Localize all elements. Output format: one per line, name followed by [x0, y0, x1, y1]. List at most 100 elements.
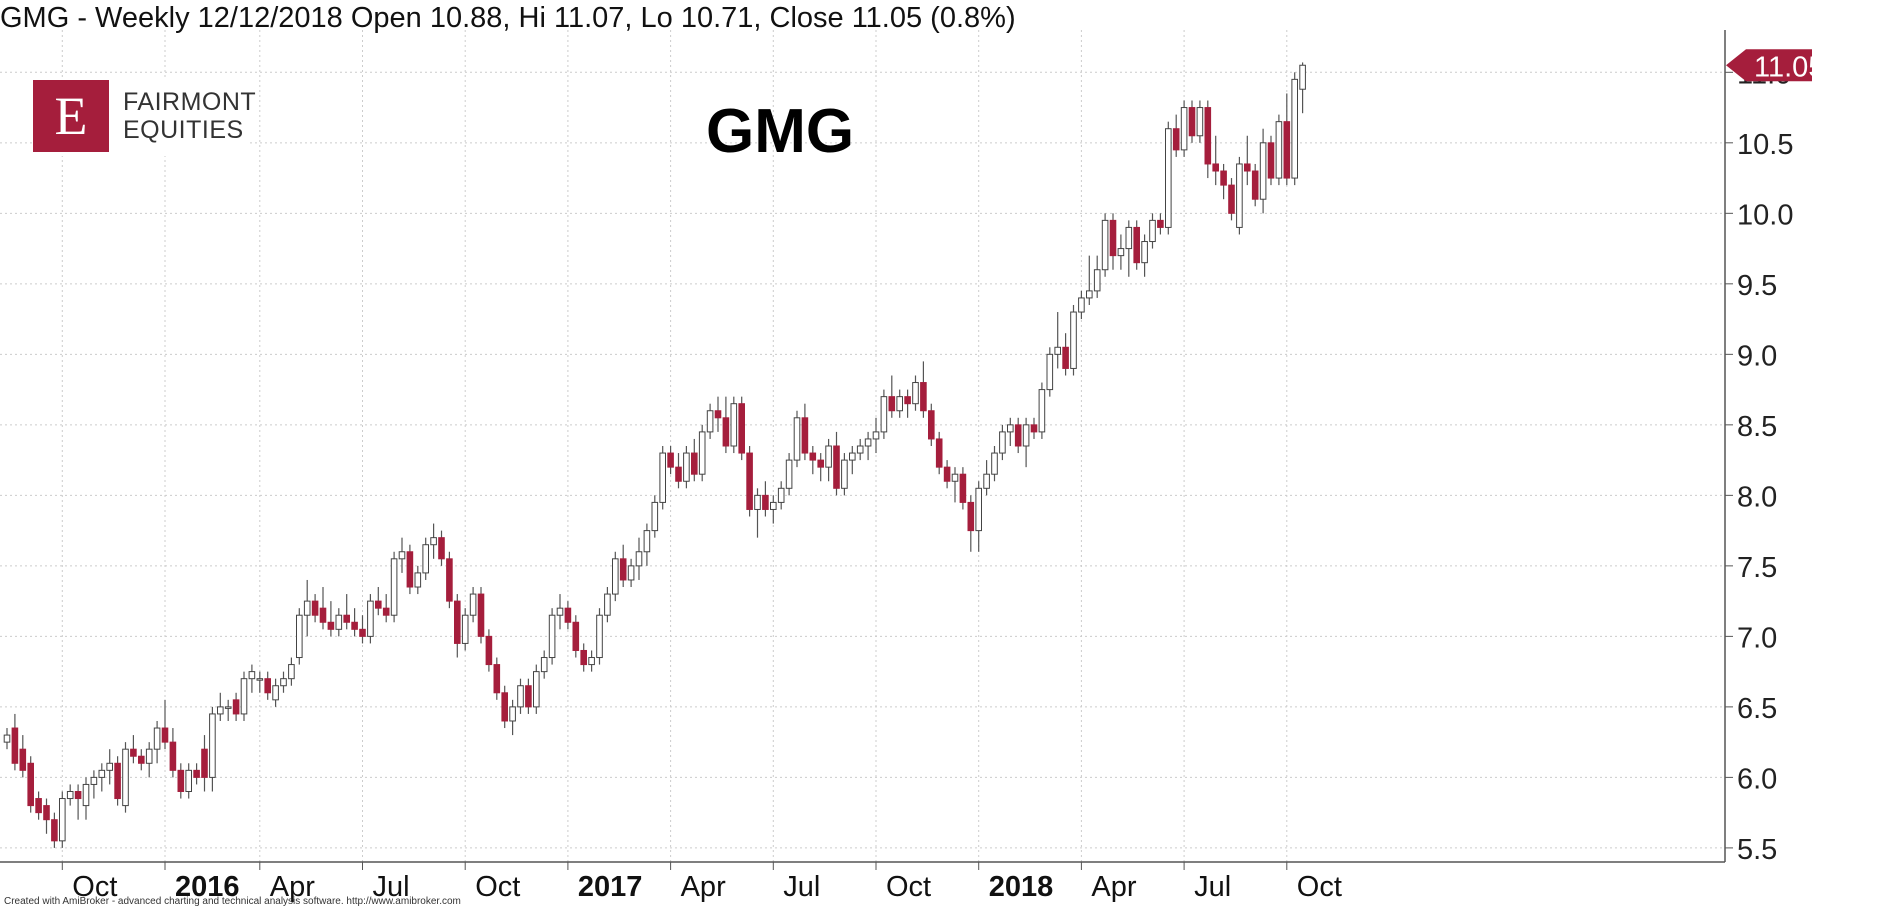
- candle-down: [1172, 128, 1180, 151]
- x-tick-label: 2017: [578, 871, 643, 903]
- y-tick-label: 5.5: [1737, 834, 1777, 866]
- candle-up: [1275, 121, 1283, 179]
- candle-up: [643, 530, 651, 553]
- candle-up: [991, 452, 998, 475]
- x-tick-label: Oct: [1297, 871, 1342, 903]
- candle-up: [422, 544, 429, 574]
- candle-down: [311, 600, 319, 616]
- candle-up: [414, 572, 422, 588]
- candle-down: [959, 473, 967, 503]
- candle-up: [540, 657, 548, 673]
- candle-up: [825, 445, 832, 468]
- candle-down: [691, 452, 698, 475]
- candle-up: [153, 727, 161, 750]
- candle-down: [232, 699, 240, 715]
- candle-down: [572, 621, 580, 651]
- candle-up: [3, 734, 11, 743]
- candle-up: [185, 769, 192, 792]
- candle-up: [651, 501, 659, 532]
- candle-down: [904, 396, 911, 405]
- candle-down: [746, 452, 753, 510]
- candle-down: [809, 452, 817, 461]
- candle-down: [920, 382, 927, 412]
- candle-down: [485, 635, 493, 666]
- candle-up: [335, 614, 343, 630]
- candle-up: [698, 431, 706, 475]
- candle-up: [224, 706, 232, 709]
- candle-up: [367, 600, 374, 637]
- candle-up: [217, 706, 224, 715]
- y-tick-label: 7.0: [1737, 622, 1777, 654]
- candle-up: [288, 664, 295, 680]
- footer-credit: Created with AmiBroker - advanced charti…: [4, 896, 461, 907]
- y-tick-label: 8.5: [1737, 411, 1777, 443]
- candle-up: [730, 403, 738, 447]
- candle-up: [951, 473, 959, 482]
- candle-down: [1244, 163, 1251, 172]
- candle-up: [1180, 107, 1188, 151]
- candle-up: [106, 762, 114, 771]
- candle-up: [612, 558, 619, 595]
- candle-down: [1212, 163, 1220, 172]
- candle-down: [74, 790, 82, 800]
- y-tick-label: 10.0: [1737, 199, 1793, 231]
- x-tick-label: 2016: [175, 871, 240, 903]
- candle-down: [1220, 170, 1227, 186]
- candle-down: [801, 417, 809, 454]
- candle-down: [343, 614, 350, 623]
- x-tick-label: 2018: [989, 871, 1054, 903]
- logo-mark: E: [33, 80, 109, 152]
- candle-up: [1141, 241, 1148, 264]
- x-tick-label: Oct: [886, 871, 931, 903]
- candle-down: [406, 551, 414, 588]
- candle-up: [145, 748, 153, 764]
- candle-down: [722, 417, 730, 447]
- candle-down: [201, 748, 208, 778]
- candle-up: [912, 382, 919, 405]
- x-tick-label: Apr: [1091, 871, 1136, 903]
- candle-down: [967, 501, 975, 532]
- candle-up: [896, 396, 904, 412]
- y-tick-label: 9.5: [1737, 270, 1777, 302]
- candle-up: [1196, 107, 1204, 137]
- candle-down: [817, 459, 825, 468]
- candle-down: [675, 466, 682, 482]
- y-tick-label: 8.0: [1737, 481, 1777, 513]
- candle-up: [303, 600, 311, 616]
- logo-text: FAIRMONT EQUITIES: [123, 88, 256, 144]
- candle-down: [1251, 170, 1259, 200]
- candle-down: [319, 607, 327, 623]
- x-tick-label: Jul: [1194, 871, 1231, 903]
- candle-down: [382, 607, 390, 616]
- candle-up: [1149, 219, 1156, 243]
- candle-up: [1007, 424, 1014, 433]
- candle-down: [525, 685, 532, 708]
- candle-up: [1299, 64, 1306, 90]
- candle-up: [296, 614, 303, 659]
- candle-up: [880, 396, 888, 433]
- candle-down: [501, 692, 508, 722]
- candle-down: [169, 741, 177, 771]
- candle-down: [1133, 226, 1141, 264]
- chart-title: GMG - Weekly 12/12/2018 Open 10.88, Hi 1…: [0, 2, 1016, 34]
- candle-down: [138, 755, 145, 764]
- last-price-label: 11.05: [1754, 51, 1824, 83]
- candle-up: [999, 431, 1006, 454]
- candle-up: [98, 769, 106, 778]
- candle-down: [351, 621, 358, 630]
- candle-down: [580, 649, 588, 666]
- candle-down: [264, 678, 271, 694]
- candle-down: [1062, 346, 1069, 369]
- candle-down: [11, 727, 19, 764]
- candle-up: [59, 798, 66, 842]
- candle-up: [1165, 128, 1172, 228]
- candle-up: [66, 790, 74, 800]
- candle-up: [975, 487, 983, 532]
- candle-down: [833, 445, 840, 489]
- candle-down: [327, 621, 335, 630]
- candle-down: [935, 438, 943, 468]
- candle-down: [454, 600, 461, 644]
- y-tick-label: 9.0: [1737, 340, 1777, 372]
- candle-up: [604, 593, 611, 616]
- y-tick-label: 7.5: [1737, 552, 1777, 584]
